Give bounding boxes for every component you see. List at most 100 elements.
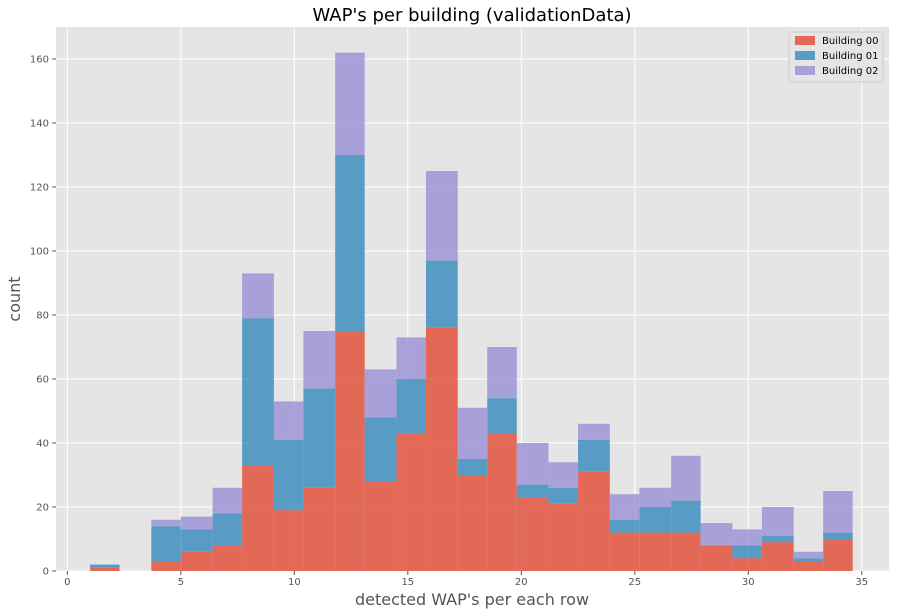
bar-building-02: [761, 507, 794, 536]
y-tick-label: 100: [30, 247, 49, 258]
bar-building-02: [823, 491, 853, 533]
legend-swatch-building-00: [795, 36, 815, 45]
bar-building-02: [732, 529, 762, 546]
y-tick-label: 20: [36, 503, 49, 514]
y-tick-label: 80: [36, 311, 49, 322]
legend-label-building-00: Building 00: [822, 36, 878, 47]
x-tick-label: 25: [628, 577, 641, 588]
legend-swatch-building-01: [795, 51, 815, 60]
bar-building-01: [671, 500, 701, 533]
bar-building-01: [548, 487, 579, 504]
bar-building-00: [151, 561, 181, 571]
y-tick-label: 140: [30, 119, 49, 130]
bar-building-02: [671, 455, 701, 501]
bar-building-00: [609, 532, 640, 571]
bar-building-02: [273, 401, 304, 440]
bar-building-00: [303, 487, 336, 571]
bar-building-02: [578, 423, 610, 440]
bar-building-02: [212, 487, 243, 514]
bar-building-01: [732, 545, 762, 559]
x-axis-title: detected WAP's per each row: [355, 590, 589, 609]
bar-building-00: [761, 542, 794, 571]
bar-building-01: [516, 484, 549, 498]
legend: Building 00 Building 01 Building 02: [788, 31, 884, 83]
bar-building-01: [90, 564, 120, 568]
x-tick-label: 30: [742, 577, 755, 588]
y-axis-title: count: [5, 276, 24, 321]
bar-building-01: [151, 526, 181, 562]
x-tick-label: 5: [178, 577, 184, 588]
bars: [90, 52, 853, 571]
bar-building-00: [578, 471, 610, 571]
x-tick-label: 0: [64, 577, 70, 588]
bar-building-00: [487, 433, 517, 571]
bar-building-01: [212, 513, 243, 546]
x-tick-label: 35: [855, 577, 868, 588]
bar-building-00: [700, 545, 733, 571]
legend-label-building-01: Building 01: [822, 51, 878, 62]
bar-building-01: [761, 535, 794, 543]
bar-building-00: [90, 567, 120, 571]
bar-building-02: [700, 523, 733, 546]
bar-building-02: [639, 487, 672, 507]
bar-building-02: [180, 516, 213, 530]
bar-building-00: [364, 481, 397, 571]
y-tick-label: 0: [43, 567, 49, 578]
chart-title: WAP's per building (validationData): [312, 5, 631, 26]
bar-building-02: [609, 494, 640, 520]
bar-building-00: [793, 561, 824, 571]
bar-building-02: [242, 273, 274, 319]
bar-building-02: [457, 407, 488, 459]
legend-label-building-02: Building 02: [822, 66, 878, 77]
bar-building-01: [823, 532, 853, 539]
bar-building-00: [425, 327, 458, 571]
bar-building-00: [548, 503, 579, 571]
bar-building-02: [425, 171, 458, 261]
bar-building-00: [335, 331, 365, 571]
bar-building-01: [335, 155, 365, 331]
bar-building-01: [242, 318, 274, 466]
bar-building-01: [487, 398, 517, 434]
x-tick-label: 15: [401, 577, 414, 588]
y-tick-label: 160: [30, 55, 49, 66]
bar-building-02: [548, 462, 579, 488]
bar-building-00: [457, 475, 488, 571]
bar-building-01: [303, 388, 336, 488]
bar-building-00: [671, 532, 701, 571]
legend-swatch-building-02: [795, 66, 815, 75]
bar-building-02: [487, 347, 517, 399]
bar-building-00: [273, 510, 304, 571]
bar-building-02: [516, 443, 549, 485]
bar-building-00: [212, 545, 243, 571]
bar-building-00: [516, 497, 549, 571]
bar-building-01: [396, 379, 426, 434]
bar-building-02: [396, 337, 426, 379]
bar-building-00: [732, 558, 762, 571]
bar-building-01: [578, 439, 610, 472]
bar-building-01: [425, 260, 458, 328]
bar-building-01: [457, 459, 488, 475]
bar-building-02: [364, 369, 397, 418]
bar-building-02: [151, 519, 181, 527]
bar-building-00: [242, 465, 274, 571]
bar-building-01: [639, 507, 672, 533]
bar-building-02: [335, 52, 365, 155]
bar-building-00: [823, 539, 853, 571]
y-tick-label: 40: [36, 439, 49, 450]
bar-building-01: [609, 519, 640, 533]
x-tick-label: 20: [515, 577, 528, 588]
bar-building-02: [303, 331, 336, 389]
bar-building-01: [793, 558, 824, 562]
bar-building-00: [396, 433, 426, 571]
bar-building-00: [639, 532, 672, 571]
bar-building-01: [364, 417, 397, 482]
x-tick-label: 10: [288, 577, 301, 588]
y-tick-label: 60: [36, 375, 49, 386]
bar-building-02: [793, 551, 824, 559]
bar-building-01: [273, 439, 304, 511]
bar-building-00: [180, 551, 213, 571]
y-tick-label: 120: [30, 183, 49, 194]
x-tick-labels: 0 5 10 15 20 25 30 35: [64, 571, 868, 588]
